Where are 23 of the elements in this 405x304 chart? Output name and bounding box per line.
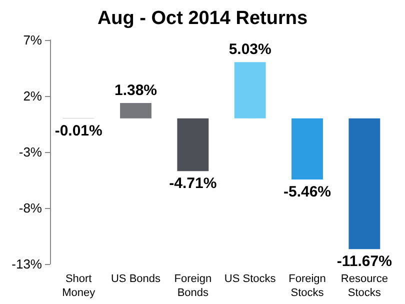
bar: [292, 118, 323, 180]
chart-title: Aug - Oct 2014 Returns: [97, 8, 308, 29]
x-tick-label: Short Money: [62, 273, 96, 299]
y-tick-label: -13%: [12, 256, 42, 272]
bar: [120, 102, 152, 118]
x-tick-label: Resource Stocks: [340, 273, 388, 299]
x-tick-label: US Stocks: [224, 273, 276, 285]
x-tick-label: US Bonds: [110, 273, 162, 285]
x-tick-label: Foreign Bonds: [174, 273, 212, 299]
x-tick-label: Foreign Stocks: [288, 273, 326, 299]
bar: [234, 62, 266, 118]
data-label: -11.67%: [336, 253, 392, 270]
bar: [348, 118, 380, 250]
data-label: -5.46%: [283, 184, 332, 201]
data-label: -4.71%: [169, 175, 217, 192]
bar: [177, 118, 209, 172]
y-tick-label: -3%: [18, 144, 42, 160]
y-tick-label: 2%: [23, 88, 42, 104]
data-label: -0.01%: [54, 122, 102, 140]
y-tick-label: -8%: [18, 200, 42, 216]
data-label: 1.38%: [114, 82, 158, 99]
data-label: 5.03%: [228, 41, 272, 58]
y-tick-label: 7%: [23, 32, 42, 48]
